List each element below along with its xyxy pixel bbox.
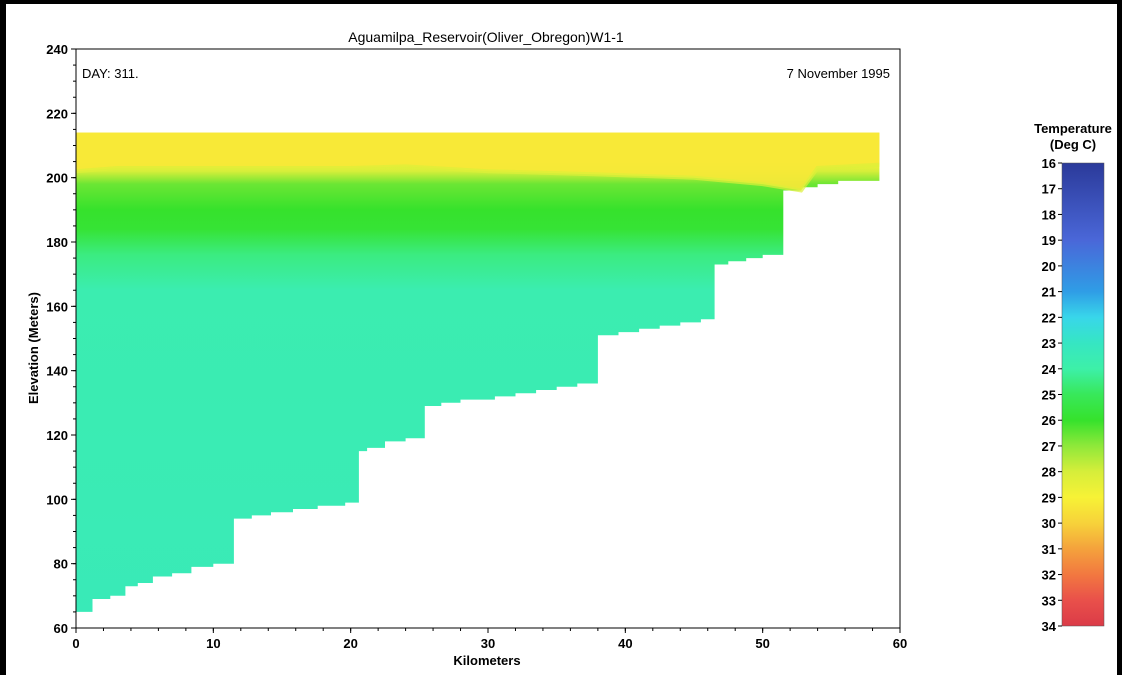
- legend-label: 32: [1042, 568, 1056, 583]
- chart-title: Aguamilpa_Reservoir(Oliver_Obregon)W1-1: [348, 29, 624, 45]
- y-tick-label: 240: [46, 42, 68, 57]
- date-label: 7 November 1995: [787, 66, 890, 81]
- x-tick-label: 20: [343, 636, 357, 651]
- x-axis-ticks: 0 10 20 30 40 50 60: [72, 628, 907, 651]
- legend-label: 19: [1042, 233, 1056, 248]
- legend-label: 28: [1042, 465, 1056, 480]
- legend-label: 26: [1042, 413, 1056, 428]
- y-tick-label: 80: [54, 557, 68, 572]
- y-tick-label: 140: [46, 364, 68, 379]
- legend-label: 29: [1042, 490, 1056, 505]
- x-tick-label: 0: [72, 636, 79, 651]
- y-axis-label: Elevation (Meters): [26, 292, 41, 404]
- x-axis-label: Kilometers: [453, 653, 520, 668]
- x-tick-label: 50: [755, 636, 769, 651]
- legend-label: 17: [1042, 182, 1056, 197]
- water-temperature-field: [76, 132, 880, 616]
- legend-label: 33: [1042, 593, 1056, 608]
- day-label: DAY: 311.: [82, 66, 139, 81]
- legend-label: 25: [1042, 388, 1056, 403]
- y-tick-label: 60: [54, 621, 68, 636]
- legend-label: 34: [1042, 619, 1057, 634]
- y-axis-ticks: 60 80 100 120 140 160 180 200 220 240: [46, 42, 76, 636]
- legend-label: 18: [1042, 207, 1056, 222]
- legend-title-line2: (Deg C): [1050, 137, 1096, 152]
- legend-label: 24: [1042, 362, 1057, 377]
- x-tick-label: 60: [893, 636, 907, 651]
- x-tick-label: 10: [206, 636, 220, 651]
- legend-label: 16: [1042, 156, 1056, 171]
- x-tick-label: 30: [481, 636, 495, 651]
- legend-label: 30: [1042, 516, 1056, 531]
- legend-label: 27: [1042, 439, 1056, 454]
- y-tick-label: 200: [46, 171, 68, 186]
- legend-label: 23: [1042, 336, 1056, 351]
- plot-area: [75, 48, 901, 629]
- thermocline-band: [75, 162, 880, 193]
- legend-label: 20: [1042, 259, 1056, 274]
- legend-label: 31: [1042, 542, 1056, 557]
- legend-color-bar: [1061, 162, 1105, 627]
- temperature-legend: Temperature (Deg C) 16 17 18 19 20 21 22 23 24 25…: [1034, 121, 1112, 634]
- legend-title-line1: Temperature: [1034, 121, 1112, 136]
- y-tick-label: 120: [46, 428, 68, 443]
- legend-label: 21: [1042, 285, 1056, 300]
- temperature-chart: Aguamilpa_Reservoir(Oliver_Obregon)W1-1 …: [26, 29, 1112, 668]
- y-tick-label: 100: [46, 492, 68, 507]
- y-tick-label: 220: [46, 106, 68, 121]
- x-tick-label: 40: [618, 636, 632, 651]
- y-tick-label: 160: [46, 299, 68, 314]
- y-tick-label: 180: [46, 235, 68, 250]
- legend-label: 22: [1042, 310, 1056, 325]
